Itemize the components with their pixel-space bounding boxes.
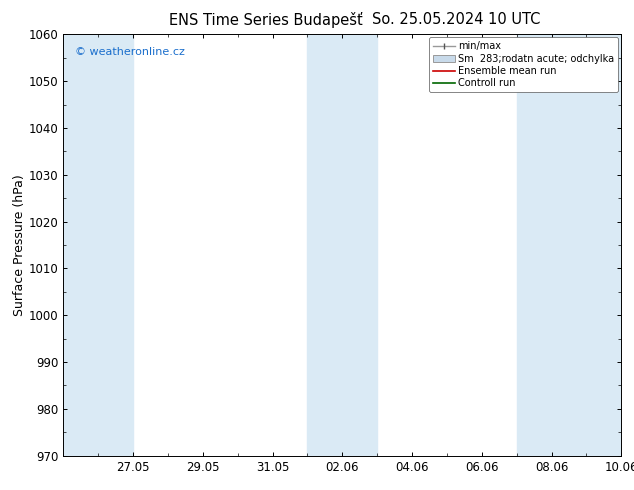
Y-axis label: Surface Pressure (hPa): Surface Pressure (hPa) [13,174,26,316]
Bar [586,34,621,456]
Bar [307,34,377,456]
Text: © weatheronline.cz: © weatheronline.cz [75,47,184,57]
Bar [517,34,586,456]
Text: So. 25.05.2024 10 UTC: So. 25.05.2024 10 UTC [372,12,541,27]
Bar [63,34,98,456]
Text: ENS Time Series Budapešť: ENS Time Series Budapešť [169,12,363,28]
Legend: min/max, Sm  283;rodatn acute; odchylka, Ensemble mean run, Controll run: min/max, Sm 283;rodatn acute; odchylka, … [429,37,618,92]
Bar [98,34,133,456]
